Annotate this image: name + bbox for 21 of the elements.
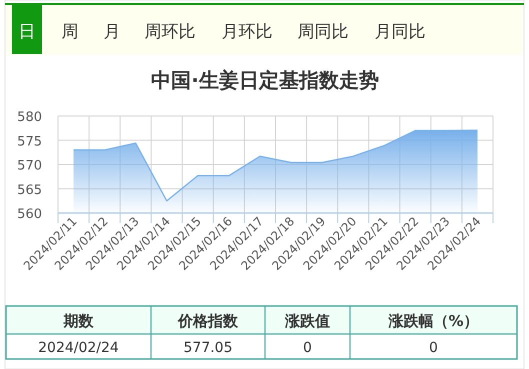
chart-title: 中国·生姜日定基指数走势 <box>151 68 379 92</box>
text: 日 <box>18 22 36 42</box>
text: 涨跌幅（%） <box>387 312 479 330</box>
text: 周同比 <box>298 22 348 42</box>
text: 期数 <box>62 312 94 330</box>
text: 月同比 <box>374 22 426 42</box>
text: 周环比 <box>144 22 196 42</box>
text: 月 <box>104 22 120 42</box>
y-tick-label: 580 <box>17 110 42 125</box>
text: 2024/02/24 <box>38 340 119 356</box>
y-tick-label: 575 <box>17 134 42 150</box>
text: 周 <box>62 22 78 42</box>
text: 0 <box>429 340 438 356</box>
text: 涨跌值 <box>284 312 330 330</box>
y-tick-label: 560 <box>17 207 42 222</box>
y-tick-label: 570 <box>17 158 42 174</box>
y-tick-label: 565 <box>17 182 42 198</box>
text: 月环比 <box>222 22 272 42</box>
text: 价格指数 <box>177 312 239 330</box>
text: 577.05 <box>184 340 232 356</box>
text: 0 <box>303 340 312 356</box>
